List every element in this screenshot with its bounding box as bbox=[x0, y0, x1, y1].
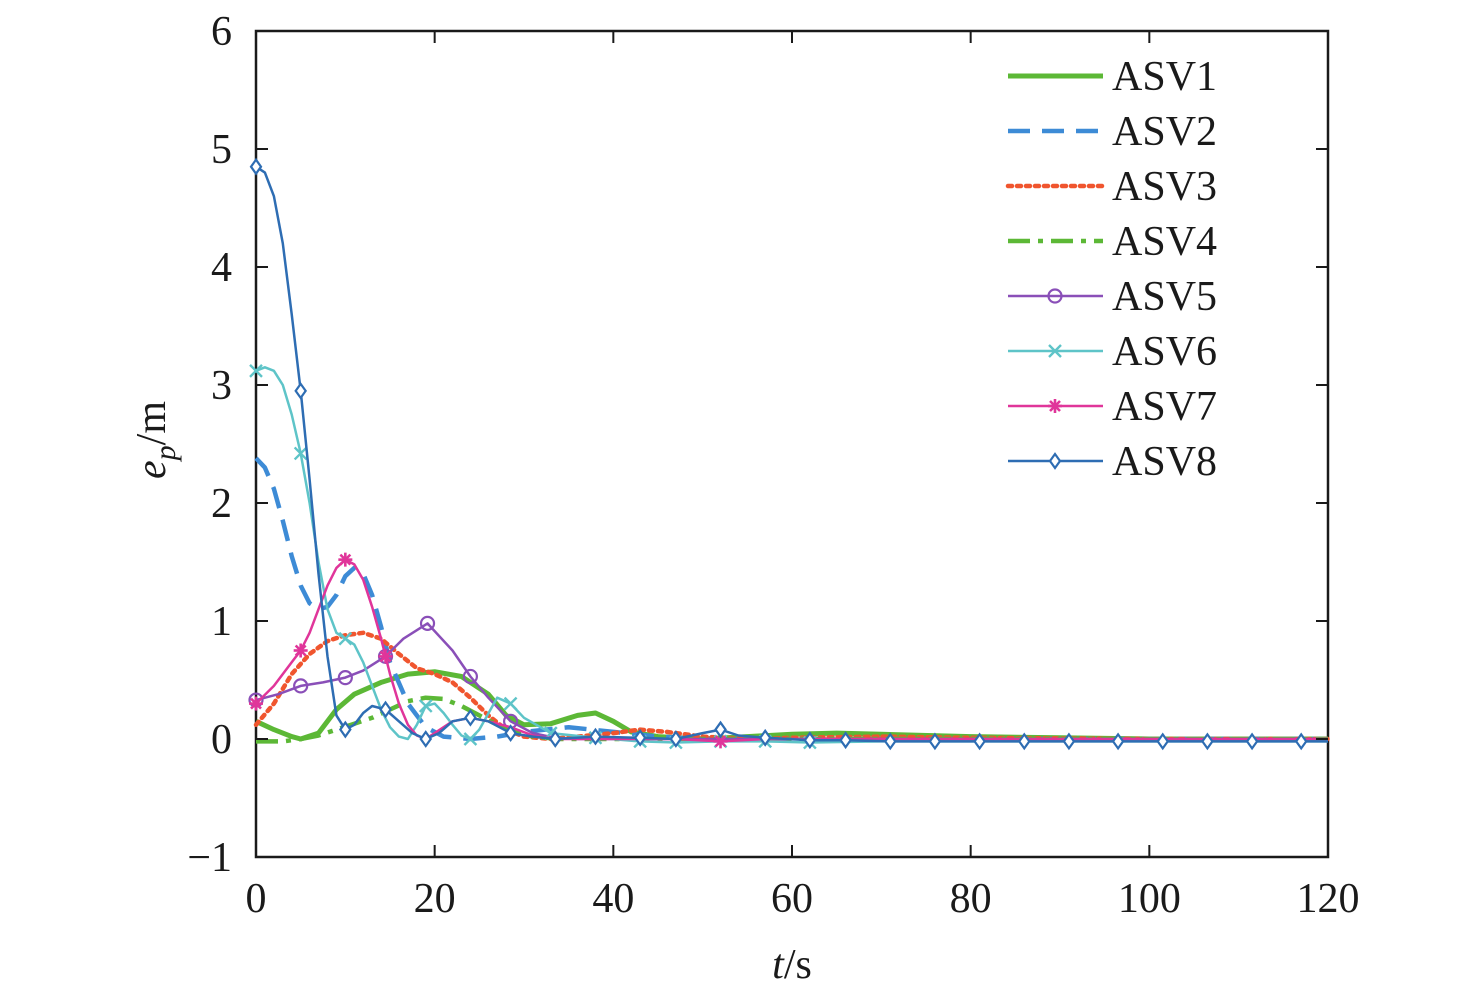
legend-label: ASV3 bbox=[1112, 164, 1217, 210]
series-layer bbox=[248, 157, 1331, 751]
legend-label: ASV4 bbox=[1112, 219, 1217, 265]
marker-stroke bbox=[1048, 344, 1062, 358]
x-tick-label: 100 bbox=[1118, 876, 1181, 922]
y-tick-label: 6 bbox=[211, 9, 232, 55]
y-axis-label: ep/m bbox=[129, 401, 182, 479]
x-tick-label: 120 bbox=[1297, 876, 1360, 922]
legend: ASV1 ASV2 ASV3 ASV4 ASV5 ASV6 ASV7 ASV8 bbox=[1005, 54, 1217, 485]
data-point bbox=[462, 668, 478, 685]
data-point bbox=[249, 696, 263, 711]
data-point bbox=[713, 734, 728, 749]
marker-stroke bbox=[463, 732, 478, 746]
x-tick-label: 0 bbox=[246, 876, 267, 922]
data-point bbox=[293, 678, 309, 694]
x-tick-label: 20 bbox=[414, 876, 456, 922]
x-tick-label: 60 bbox=[771, 876, 813, 922]
marker-stroke bbox=[338, 631, 353, 646]
legend-item: ASV8 bbox=[1008, 439, 1217, 485]
plot-frame bbox=[254, 29, 1330, 859]
y-tick-label: 2 bbox=[211, 481, 232, 527]
data-point bbox=[293, 643, 308, 658]
data-point bbox=[548, 730, 562, 748]
data-point bbox=[1294, 732, 1308, 751]
legend-label: ASV2 bbox=[1112, 109, 1217, 155]
legend-label: ASV1 bbox=[1112, 54, 1217, 100]
y-tick-label: −1 bbox=[187, 835, 232, 881]
legend-marker bbox=[1047, 288, 1063, 304]
data-point bbox=[463, 732, 478, 746]
data-point bbox=[883, 732, 897, 751]
legend-label: ASV8 bbox=[1112, 439, 1217, 485]
legend-item: ASV7 bbox=[1008, 384, 1217, 430]
data-point bbox=[338, 552, 353, 567]
data-point bbox=[1156, 732, 1170, 751]
data-point bbox=[249, 363, 263, 378]
y-tick-label: 0 bbox=[211, 717, 232, 763]
data-point bbox=[419, 615, 436, 631]
legend-item: ASV5 bbox=[1008, 274, 1217, 320]
legend-item: ASV6 bbox=[1008, 329, 1217, 375]
data-point bbox=[418, 699, 433, 713]
x-tick-label: 40 bbox=[592, 876, 634, 922]
data-point bbox=[419, 730, 433, 748]
marker-stroke bbox=[418, 699, 433, 713]
marker-stroke bbox=[250, 697, 262, 710]
data-point bbox=[464, 708, 477, 727]
data-point bbox=[633, 728, 647, 747]
legend-label: ASV6 bbox=[1112, 329, 1217, 375]
plot-area bbox=[254, 29, 1330, 859]
y-tick-label: 5 bbox=[211, 127, 232, 173]
legend-item: ASV1 bbox=[1008, 54, 1217, 100]
marker-stroke bbox=[339, 553, 352, 566]
data-point bbox=[294, 382, 308, 400]
y-tick-label: 1 bbox=[211, 599, 232, 645]
data-point bbox=[589, 727, 602, 746]
data-point bbox=[338, 631, 353, 646]
data-point bbox=[1017, 732, 1031, 751]
legend-label: ASV5 bbox=[1112, 274, 1217, 320]
data-point bbox=[1245, 732, 1259, 751]
x-axis-label: t/s bbox=[772, 942, 812, 988]
marker-stroke bbox=[503, 696, 518, 711]
x-axis: 0 20 40 60 80 100 120 bbox=[246, 31, 1360, 922]
legend-item: ASV4 bbox=[1008, 219, 1217, 265]
data-point bbox=[249, 157, 263, 176]
data-point bbox=[503, 696, 518, 711]
y-axis: −1 0 1 2 3 4 5 6 bbox=[187, 9, 1328, 881]
data-point bbox=[338, 720, 352, 739]
data-point bbox=[379, 700, 392, 719]
legend-marker bbox=[1048, 399, 1062, 413]
y-tick-label: 4 bbox=[211, 245, 232, 291]
data-point bbox=[378, 649, 393, 664]
marker-stroke bbox=[714, 735, 727, 748]
marker-stroke bbox=[249, 363, 263, 378]
data-point bbox=[337, 670, 353, 686]
legend-marker bbox=[1048, 452, 1062, 470]
data-point bbox=[928, 732, 942, 751]
data-point bbox=[1111, 732, 1125, 751]
marker-stroke bbox=[379, 650, 392, 663]
legend-label: ASV7 bbox=[1112, 384, 1217, 430]
legend-item: ASV2 bbox=[1008, 109, 1217, 155]
data-point bbox=[669, 730, 683, 748]
data-point bbox=[293, 446, 308, 461]
marker-stroke bbox=[293, 446, 308, 461]
legend-marker bbox=[1048, 344, 1062, 358]
data-point bbox=[839, 731, 852, 750]
data-point bbox=[504, 724, 517, 742]
marker-stroke bbox=[294, 644, 307, 657]
series-asv8 bbox=[249, 157, 1328, 751]
data-point bbox=[714, 720, 727, 739]
x-tick-label: 80 bbox=[950, 876, 992, 922]
y-tick-label: 3 bbox=[211, 363, 232, 409]
data-point bbox=[1062, 732, 1076, 751]
data-point bbox=[803, 731, 817, 750]
legend-item: ASV3 bbox=[1005, 164, 1217, 210]
data-point bbox=[973, 732, 986, 751]
data-point bbox=[1201, 732, 1214, 751]
data-point bbox=[758, 728, 772, 747]
marker-stroke bbox=[1049, 400, 1061, 412]
